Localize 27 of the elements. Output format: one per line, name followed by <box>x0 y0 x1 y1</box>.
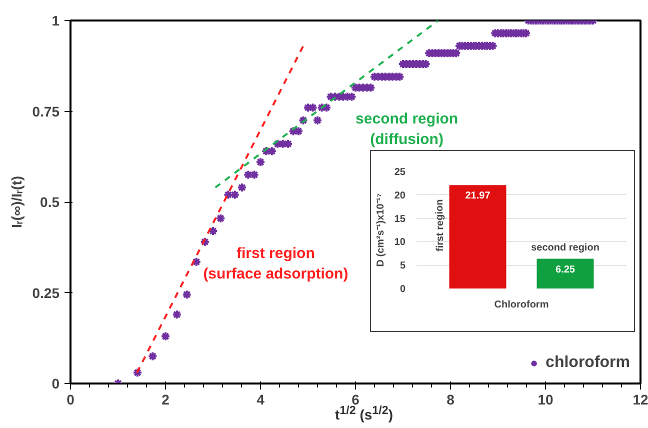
y-tick-label: 15 <box>394 214 406 225</box>
y-tick-label: 0 <box>400 284 406 295</box>
y-axis-title: D (cm²s⁻¹)x10⁻¹⁷ <box>375 193 386 267</box>
x-tick-label: Chloroform <box>494 300 549 310</box>
y-tick-label: 20 <box>394 190 406 202</box>
data-label: 21.97 <box>465 190 491 202</box>
y-tick-label: 5 <box>400 260 406 272</box>
legend-label: chloroform <box>546 354 630 372</box>
y-axis-title: Iᵣ(∞)/Iᵣ(t) <box>8 176 24 228</box>
x-tick-label: 4 <box>256 392 265 408</box>
text: first region <box>434 199 446 252</box>
y-tick-label: 0.75 <box>32 103 60 120</box>
x-tick-label: 12 <box>632 392 648 408</box>
y-tick-label: 0.25 <box>32 284 60 301</box>
y-tick-label: 0.5 <box>40 194 60 210</box>
y-tick-label: 1 <box>52 12 60 28</box>
y-tick-label: 10 <box>394 237 406 248</box>
x-tick-label: 10 <box>538 392 554 408</box>
annotation: second region (diffusion) <box>356 110 458 148</box>
x-tick-label: 0 <box>66 392 75 408</box>
data-label: 6.25 <box>556 264 576 276</box>
y-tick-label: 25 <box>394 167 406 178</box>
series-label: second region <box>531 242 600 254</box>
annotation: first region (surface adsorption) <box>203 245 348 282</box>
y-tick-label: 0 <box>52 376 60 392</box>
x-tick-label: 2 <box>162 392 170 408</box>
x-tick-label: 8 <box>446 392 455 408</box>
